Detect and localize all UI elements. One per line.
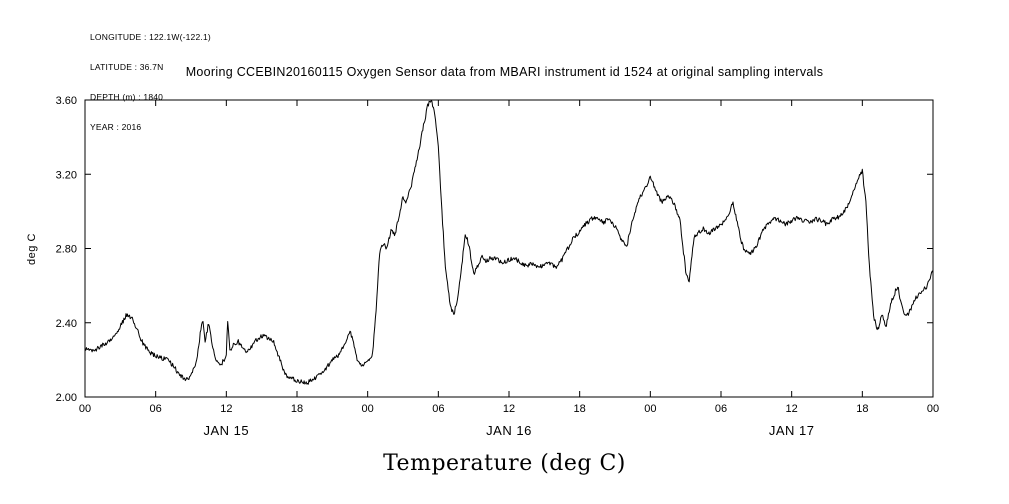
- y-tick-label: 3.60: [56, 95, 77, 107]
- x-tick-label: 12: [220, 403, 232, 415]
- x-tick-label: 12: [786, 403, 798, 415]
- x-tick-label: 18: [291, 403, 303, 415]
- x-tick-label: 00: [79, 403, 91, 415]
- y-tick-label: 2.00: [56, 392, 77, 404]
- x-date-label: JAN 16: [486, 423, 532, 438]
- meta-longitude: LONGITUDE : 122.1W(-122.1): [90, 32, 211, 42]
- x-tick-label: 00: [362, 403, 374, 415]
- x-tick-label: 00: [927, 403, 939, 415]
- x-tick-label: 06: [715, 403, 727, 415]
- header-metadata-block: LONGITUDE : 122.1W(-122.1) LATITUDE : 36…: [90, 12, 211, 152]
- y-tick-label: 2.40: [56, 318, 77, 330]
- x-date-label: JAN 17: [769, 423, 815, 438]
- x-axis-title: Temperature (deg C): [383, 451, 626, 476]
- x-date-label: JAN 15: [204, 423, 250, 438]
- meta-latitude: LATITUDE : 36.7N: [90, 62, 164, 72]
- temperature-line: [84, 99, 934, 385]
- x-tick-label: 18: [856, 403, 868, 415]
- x-tick-label: 06: [150, 403, 162, 415]
- x-tick-label: 00: [644, 403, 656, 415]
- meta-year: YEAR : 2016: [90, 122, 142, 132]
- meta-depth: DEPTH (m) : 1840: [90, 92, 164, 102]
- x-tick-label: 12: [503, 403, 515, 415]
- x-tick-label: 18: [574, 403, 586, 415]
- y-tick-label: 2.80: [56, 244, 77, 256]
- x-tick-label: 06: [432, 403, 444, 415]
- chart-title: Mooring CCEBIN20160115 Oxygen Sensor dat…: [185, 65, 824, 79]
- plot-frame: [84, 99, 934, 398]
- y-tick-label: 3.20: [56, 169, 77, 181]
